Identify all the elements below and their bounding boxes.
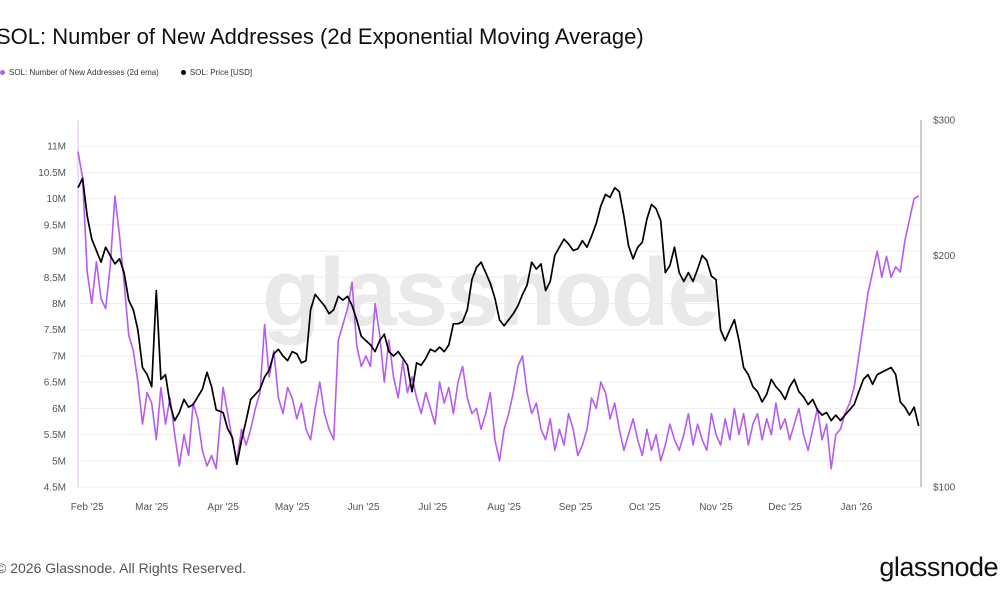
y-left-tick-label: 11M bbox=[47, 142, 66, 153]
watermark: glassnode bbox=[262, 239, 719, 346]
y-right-tick-labels: $100 $200 $300 bbox=[933, 116, 956, 494]
x-tick-label: Sep '25 bbox=[559, 502, 593, 513]
x-tick-labels: Feb '25 Mar '25 Apr '25 May '25 Jun '25 Jul '… bbox=[71, 502, 873, 513]
y-left-tick-label: 9.5M bbox=[44, 220, 66, 231]
x-tick-label: Feb '25 bbox=[71, 502, 104, 513]
legend-swatch-new-addresses bbox=[0, 69, 5, 75]
x-tick-label: Mar '25 bbox=[135, 502, 168, 513]
x-tick-label: May '25 bbox=[275, 502, 310, 513]
x-tick-label: Jul '25 bbox=[418, 502, 447, 513]
y-left-tick-label: 8.5M bbox=[44, 273, 66, 284]
y-right-tick-label: $300 bbox=[933, 116, 956, 127]
y-left-tick-label: 6M bbox=[52, 404, 66, 415]
legend-label-price: SOL: Price [USD] bbox=[189, 67, 253, 77]
footer-copyright: © 2026 Glassnode. All Rights Reserved. bbox=[0, 560, 247, 576]
series-lines bbox=[77, 151, 920, 470]
x-tick-label: Jan '26 bbox=[841, 502, 873, 513]
y-left-tick-label: 10M bbox=[47, 194, 66, 205]
legend-item-price[interactable]: SOL: Price [USD] bbox=[180, 67, 253, 77]
y-left-tick-label: 9M bbox=[52, 247, 66, 258]
series-line-new-addresses bbox=[77, 151, 920, 470]
x-tick-label: Oct '25 bbox=[629, 502, 661, 513]
x-tick-label: Nov '25 bbox=[699, 502, 733, 513]
legend: SOL: Number of New Addresses (2d ema) SO… bbox=[0, 66, 274, 78]
y-left-tick-label: 7M bbox=[52, 351, 66, 362]
y-left-tick-labels: 4.5M 5M 5.5M 6M 6.5M 7M 7.5M 8M 8.5M 9M 9.5M 10M 10.… bbox=[38, 142, 66, 494]
glassnode-logo[interactable]: glassnode bbox=[879, 552, 998, 582]
chart-title: SOL: Number of New Addresses (2d Exponen… bbox=[0, 24, 644, 49]
y-left-tick-label: 10.5M bbox=[38, 168, 66, 179]
y-left-tick-label: 4.5M bbox=[44, 483, 66, 494]
line-chart: glassnode 4.5M 5M 5.5M 6M 6.5M 7M 7.5M 8M 8.5M 9M… bbox=[38, 116, 956, 514]
legend-swatch-price bbox=[180, 69, 186, 75]
grid-lines bbox=[78, 145, 921, 488]
x-tick-label: Dec '25 bbox=[768, 502, 802, 513]
y-left-tick-label: 7.5M bbox=[44, 325, 66, 336]
y-left-tick-label: 8M bbox=[52, 299, 66, 310]
y-right-tick-label: $100 bbox=[933, 483, 956, 494]
x-tick-label: Aug '25 bbox=[487, 502, 521, 513]
y-right-tick-label: $200 bbox=[933, 251, 956, 262]
x-tick-label: Apr '25 bbox=[207, 502, 239, 513]
series-line-price bbox=[77, 177, 920, 466]
y-left-tick-label: 6.5M bbox=[44, 378, 66, 389]
y-left-tick-label: 5.5M bbox=[44, 430, 66, 441]
y-left-tick-label: 5M bbox=[52, 456, 66, 467]
legend-label-new-addresses: SOL: Number of New Addresses (2d ema) bbox=[9, 67, 159, 77]
x-tick-label: Jun '25 bbox=[348, 502, 380, 513]
axes bbox=[77, 120, 922, 487]
legend-item-new-addresses[interactable]: SOL: Number of New Addresses (2d ema) bbox=[0, 68, 159, 77]
